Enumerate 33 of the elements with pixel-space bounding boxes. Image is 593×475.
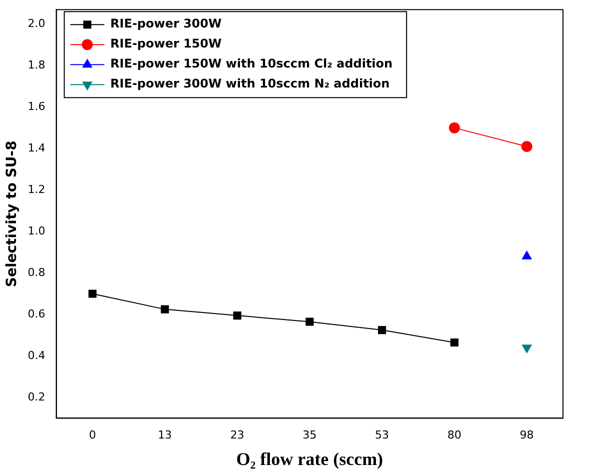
point [522, 344, 532, 354]
point [160, 305, 169, 314]
x-tick-label: 53 [375, 428, 390, 442]
x-tick-label: 80 [447, 428, 462, 442]
y-tick-label: 1.2 [28, 182, 46, 196]
y-tick-label: 2.0 [28, 16, 46, 30]
x-tick-label: 23 [230, 428, 244, 442]
point [521, 140, 532, 152]
y-tick-label: 0.2 [28, 390, 46, 404]
y-tick-label: 1.4 [28, 141, 46, 154]
point [448, 122, 460, 134]
y-tick-label: 0.8 [28, 266, 46, 279]
x-axis-title: O₂ flow rate (sccm) [236, 448, 384, 469]
x-tick-label: 98 [520, 428, 534, 442]
y-axis-title: Selectivity to SU-8 [4, 140, 20, 288]
point [233, 311, 242, 320]
x-tick-label: 0 [88, 428, 96, 442]
point [88, 290, 97, 298]
legend-label: RIE-power 150W [110, 36, 222, 51]
legend-label: RIE-power 300W [110, 16, 222, 31]
point [522, 250, 532, 260]
legend-label: RIE-power 150W with 10sccm Cl₂ addition [110, 56, 393, 71]
legend-label: RIE-power 300W with 10sccm N₂ addition [110, 76, 390, 91]
x-tick-label: 35 [302, 428, 317, 442]
y-tick-label: 0.6 [28, 307, 46, 320]
y-tick-label: 1.6 [28, 100, 46, 113]
x-tick-label: 13 [158, 428, 172, 442]
y-tick-label: 0.4 [28, 348, 46, 362]
point [378, 326, 386, 334]
point [306, 318, 314, 326]
point [450, 338, 458, 347]
y-tick-label: 1.8 [28, 58, 46, 72]
y-tick-label: 1.0 [28, 224, 46, 238]
